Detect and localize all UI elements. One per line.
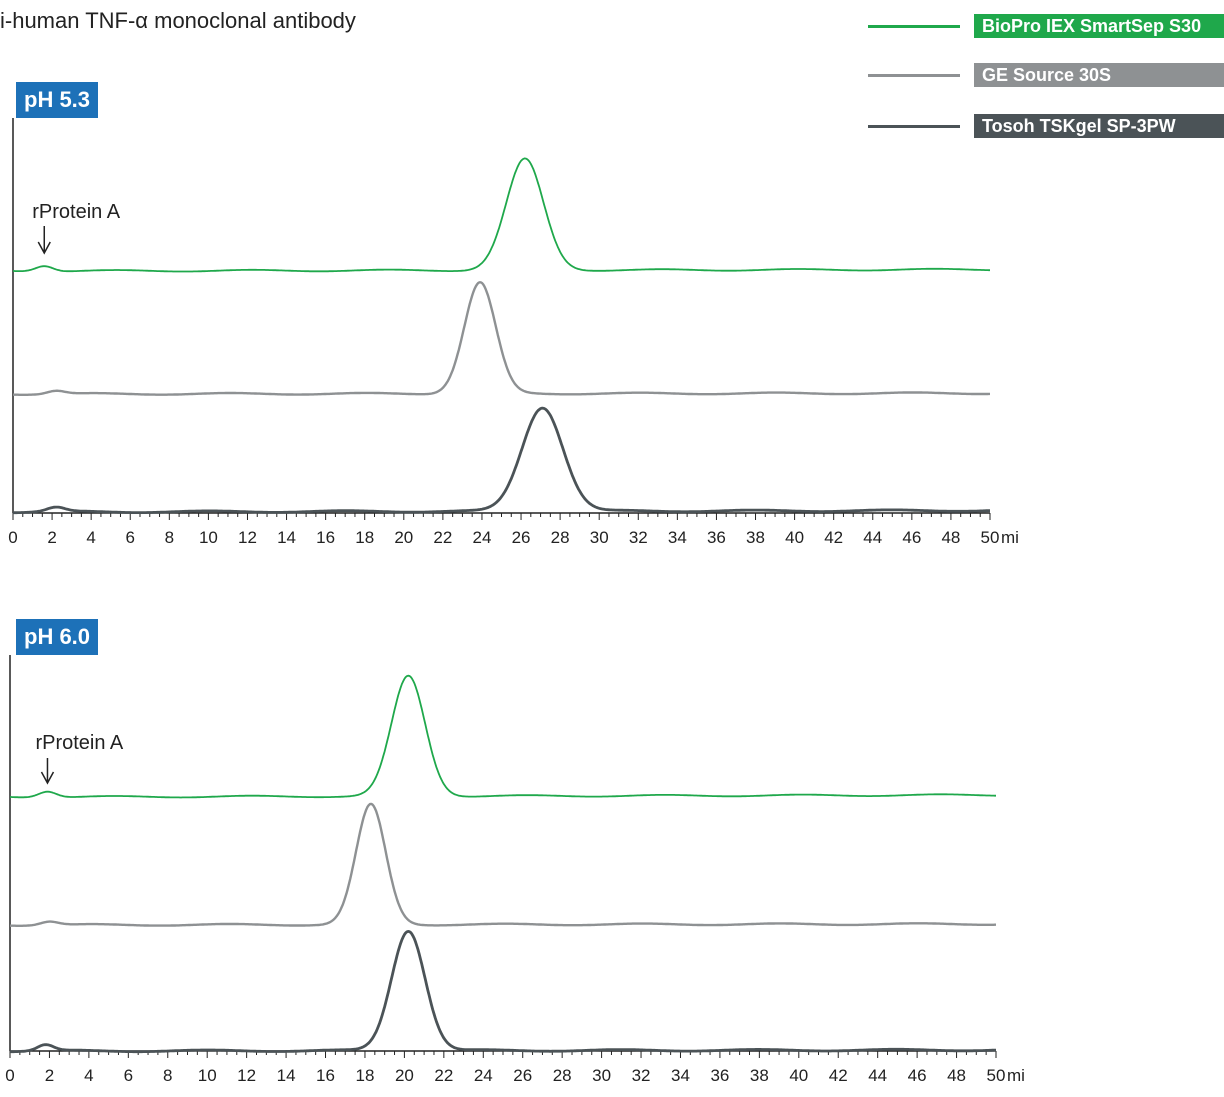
x-tick-label: 6 — [126, 528, 135, 547]
x-tick-label: 36 — [710, 1066, 729, 1085]
x-tick-label: 10 — [199, 528, 218, 547]
x-tick-label: 30 — [590, 528, 609, 547]
x-tick-label: 38 — [750, 1066, 769, 1085]
x-unit-label: mi — [1007, 1066, 1025, 1085]
x-tick-label: 44 — [863, 528, 882, 547]
legend-line-ge — [868, 74, 960, 77]
x-tick-label: 24 — [472, 528, 491, 547]
x-tick-label: 46 — [908, 1066, 927, 1085]
x-tick-label: 34 — [671, 1066, 690, 1085]
annotation-arrow — [40, 758, 55, 785]
x-tick-label: 22 — [434, 1066, 453, 1085]
x-tick-label: 16 — [316, 528, 335, 547]
annotation-arrow — [37, 226, 51, 255]
legend-item-tosoh: Tosoh TSKgel SP-3PW — [868, 114, 1224, 138]
x-tick-label: 34 — [668, 528, 687, 547]
chromatogram-ph60: 0 2 4 6 8 10 12 14 16 18 20 22 24 26 28 30 32 34 36 38 40 42 4… — [5, 655, 1025, 1085]
x-tick-label: 44 — [868, 1066, 887, 1085]
legend-item-biopro: BioPro IEX SmartSep S30 — [868, 14, 1224, 38]
x-tick-label: 8 — [163, 1066, 172, 1085]
legend-item-ge: GE Source 30S — [868, 63, 1224, 87]
series-line-tosoh — [9, 930, 997, 1054]
x-tick-label: 30 — [592, 1066, 611, 1085]
x-tick-label: 48 — [941, 528, 960, 547]
x-tick-label: 28 — [551, 528, 570, 547]
legend-label-biopro: BioPro IEX SmartSep S30 — [974, 14, 1224, 38]
x-tick-label: 2 — [47, 528, 56, 547]
ph-badge-2: pH 6.0 — [16, 619, 99, 655]
annotation-label: rProtein A — [35, 732, 123, 754]
x-tick-label: 16 — [316, 1066, 335, 1085]
x-tick-label: 12 — [237, 1066, 256, 1085]
chart-title: i-human TNF-α monoclonal antibody — [0, 8, 356, 33]
x-tick-label: 26 — [512, 528, 531, 547]
x-tick-label: 42 — [824, 528, 843, 547]
x-tick-label: 10 — [198, 1066, 217, 1085]
x-tick-label: 12 — [238, 528, 257, 547]
x-tick-label: 2 — [45, 1066, 54, 1085]
x-tick-label: 14 — [277, 528, 296, 547]
x-tick-label: 18 — [355, 1066, 374, 1085]
series-line-ge — [10, 802, 996, 927]
series-line-ge — [13, 281, 990, 396]
ph-badge-1: pH 5.3 — [16, 82, 99, 118]
x-tick-label: 40 — [785, 528, 804, 547]
x-tick-label: 42 — [829, 1066, 848, 1085]
x-tick-label: 18 — [355, 528, 374, 547]
x-tick-label: 22 — [433, 528, 452, 547]
x-tick-label: 48 — [947, 1066, 966, 1085]
x-tick-label: 32 — [629, 528, 648, 547]
annotation-label: rProtein A — [32, 201, 120, 223]
x-tick-label: 50 — [987, 1066, 1006, 1085]
x-tick-label: 24 — [474, 1066, 493, 1085]
x-tick-label: 6 — [124, 1066, 133, 1085]
legend-label-tosoh: Tosoh TSKgel SP-3PW — [974, 114, 1224, 138]
chromatogram-ph53: 0 2 4 6 8 10 12 14 16 18 20 22 24 26 28 30 32 34 36 38 40 42 4… — [8, 118, 1019, 547]
x-tick-label: 0 — [8, 528, 17, 547]
x-tick-label: 40 — [789, 1066, 808, 1085]
x-tick-label: 8 — [165, 528, 174, 547]
x-tick-label: 38 — [746, 528, 765, 547]
x-tick-label: 50 — [981, 528, 1000, 547]
x-tick-label: 20 — [394, 528, 413, 547]
x-unit-label: mi — [1001, 528, 1019, 547]
x-tick-label: 4 — [84, 1066, 93, 1085]
x-tick-label: 4 — [86, 528, 95, 547]
legend-label-ge: GE Source 30S — [974, 63, 1224, 87]
series-line-biopro — [13, 157, 990, 273]
x-tick-label: 26 — [513, 1066, 532, 1085]
x-tick-label: 14 — [277, 1066, 296, 1085]
x-tick-label: 28 — [553, 1066, 572, 1085]
series-line-tosoh — [12, 406, 991, 515]
legend-line-biopro — [868, 25, 960, 28]
x-tick-label: 46 — [902, 528, 921, 547]
series-line-biopro — [10, 674, 996, 799]
legend-line-tosoh — [868, 125, 960, 128]
x-tick-label: 36 — [707, 528, 726, 547]
x-tick-label: 32 — [632, 1066, 651, 1085]
x-tick-label: 20 — [395, 1066, 414, 1085]
x-tick-label: 0 — [5, 1066, 14, 1085]
